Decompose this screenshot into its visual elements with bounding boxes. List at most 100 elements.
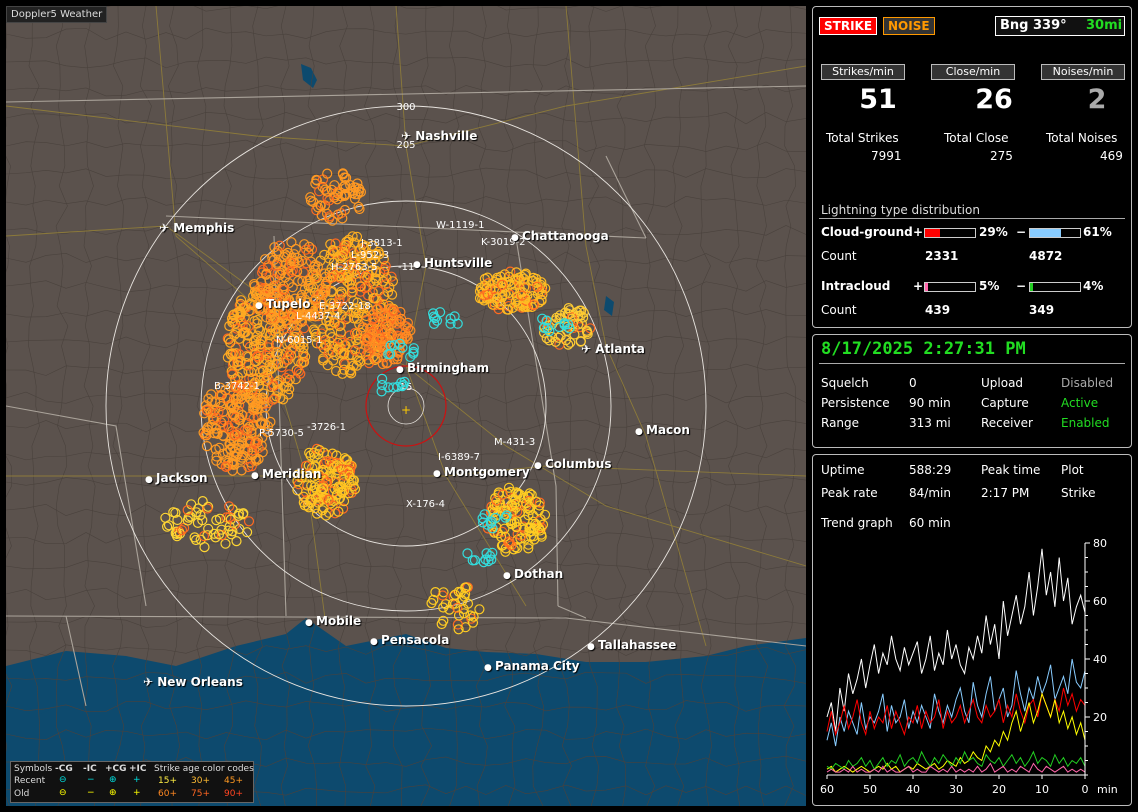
cg-positive-bar bbox=[924, 228, 976, 238]
lake bbox=[301, 64, 317, 88]
strike-marker bbox=[229, 402, 240, 413]
recent-strike-marker bbox=[481, 548, 492, 559]
strike-marker bbox=[339, 485, 350, 496]
strike-marker bbox=[499, 508, 510, 520]
strike-marker bbox=[237, 410, 248, 421]
strike-marker bbox=[515, 530, 527, 542]
legend-symbols-label: Symbols bbox=[14, 764, 53, 774]
city-dot-icon: ● bbox=[484, 663, 495, 673]
plot-value[interactable]: Strike bbox=[1061, 486, 1096, 500]
upload-value[interactable]: Disabled bbox=[1061, 376, 1114, 390]
strike-marker bbox=[392, 351, 403, 362]
county-line bbox=[755, 6, 769, 806]
city-dot-icon: ● bbox=[413, 260, 424, 270]
strike-marker bbox=[224, 438, 235, 449]
strike-marker bbox=[264, 322, 276, 333]
strike-marker bbox=[290, 243, 301, 255]
strike-marker bbox=[224, 501, 235, 512]
strike-marker bbox=[468, 611, 479, 622]
strike-marker bbox=[378, 254, 389, 265]
city-meridian: ● Meridian bbox=[251, 467, 321, 481]
strike-marker bbox=[199, 541, 210, 553]
city-dot-icon: ● bbox=[255, 301, 266, 311]
strike-marker bbox=[337, 269, 348, 280]
strike-marker bbox=[395, 306, 406, 318]
strike-marker bbox=[253, 442, 264, 454]
county-line bbox=[6, 644, 806, 657]
strike-marker bbox=[229, 430, 240, 441]
recent-strike-marker bbox=[554, 321, 565, 333]
strike-marker bbox=[359, 335, 370, 346]
strike-marker bbox=[286, 267, 297, 278]
strike-marker bbox=[577, 312, 589, 323]
strike-marker bbox=[313, 289, 324, 300]
ring-close bbox=[365, 365, 447, 447]
strike-marker bbox=[497, 279, 508, 290]
strike-marker bbox=[300, 460, 312, 471]
strike-marker bbox=[330, 238, 341, 249]
recent-strike-marker bbox=[541, 315, 552, 326]
recent-strike-marker bbox=[405, 351, 416, 363]
strike-marker bbox=[255, 325, 266, 336]
strike-marker bbox=[322, 208, 333, 219]
receiver-value[interactable]: Enabled bbox=[1061, 416, 1110, 430]
strike-marker bbox=[370, 353, 381, 364]
strike-marker bbox=[506, 540, 517, 551]
total-strikes-label: Total Strikes bbox=[826, 131, 899, 145]
cg-negative-fill bbox=[1030, 229, 1061, 237]
recent-strike-marker bbox=[377, 373, 388, 384]
storm-cell-label: P-5730-5 bbox=[259, 428, 304, 439]
lightning-map[interactable]: 300 205 15 + W-1119-1 K-3019-2 J-3813-1 L-952-3… bbox=[6, 6, 806, 806]
map-canvas: 300 205 15+ W-1119-1 K-3019-2 J-3813-1L-952-3… bbox=[6, 6, 806, 806]
strike-marker bbox=[220, 461, 231, 472]
strike-marker bbox=[272, 287, 283, 298]
strike-marker bbox=[332, 465, 343, 476]
strike-marker bbox=[369, 254, 380, 265]
trend-x-tick-label: 20 bbox=[992, 783, 1006, 796]
storm-cell-label: L-4437-4 bbox=[296, 311, 340, 322]
airport-icon: ✈ bbox=[159, 221, 174, 235]
strike-marker bbox=[503, 537, 514, 548]
capture-value[interactable]: Active bbox=[1061, 396, 1099, 410]
strike-marker bbox=[314, 186, 325, 197]
recent-strike-marker bbox=[487, 523, 498, 534]
city-birmingham: ● Birmingham bbox=[396, 361, 489, 375]
county-line bbox=[6, 587, 806, 601]
storm-cell-label: M-431-3 bbox=[494, 437, 535, 448]
strike-marker bbox=[255, 418, 266, 429]
city-name: Panama City bbox=[495, 659, 580, 673]
strike-marker bbox=[518, 524, 530, 535]
trend-span-value: 60 min bbox=[909, 516, 951, 530]
strike-marker bbox=[240, 322, 251, 333]
strike-marker bbox=[227, 348, 238, 359]
strike-marker bbox=[230, 342, 241, 353]
noise-tag[interactable]: NOISE bbox=[883, 17, 935, 35]
strike-marker bbox=[229, 519, 240, 530]
strike-marker bbox=[248, 404, 259, 415]
city-dot-icon: ● bbox=[587, 642, 598, 652]
strike-marker bbox=[388, 305, 400, 316]
strike-marker bbox=[438, 615, 449, 626]
trend-y-tick-label: 20 bbox=[1093, 711, 1107, 724]
strike-marker bbox=[252, 302, 263, 313]
bearing-box[interactable]: Bng 339° 30mi bbox=[995, 16, 1125, 36]
strike-marker bbox=[215, 382, 226, 393]
county-line bbox=[6, 616, 806, 628]
strike-marker bbox=[247, 445, 258, 456]
airport-icon: ✈ bbox=[581, 342, 596, 356]
strike-marker bbox=[229, 446, 240, 457]
strike-marker bbox=[265, 416, 276, 427]
strike-marker bbox=[328, 495, 339, 507]
trend-panel: Uptime 588:29 Peak time Plot Peak rate 8… bbox=[812, 454, 1132, 806]
strike-marker bbox=[336, 486, 347, 497]
strike-marker bbox=[338, 364, 350, 375]
strike-marker bbox=[252, 437, 263, 448]
strike-marker bbox=[324, 253, 335, 264]
strike-marker bbox=[453, 624, 464, 635]
strike-marker bbox=[378, 276, 389, 287]
ring-300 bbox=[105, 105, 707, 707]
strike-tag[interactable]: STRIKE bbox=[819, 17, 878, 35]
cg-negative-bar bbox=[1029, 228, 1081, 238]
strike-marker bbox=[299, 356, 310, 368]
strike-marker bbox=[249, 356, 261, 367]
